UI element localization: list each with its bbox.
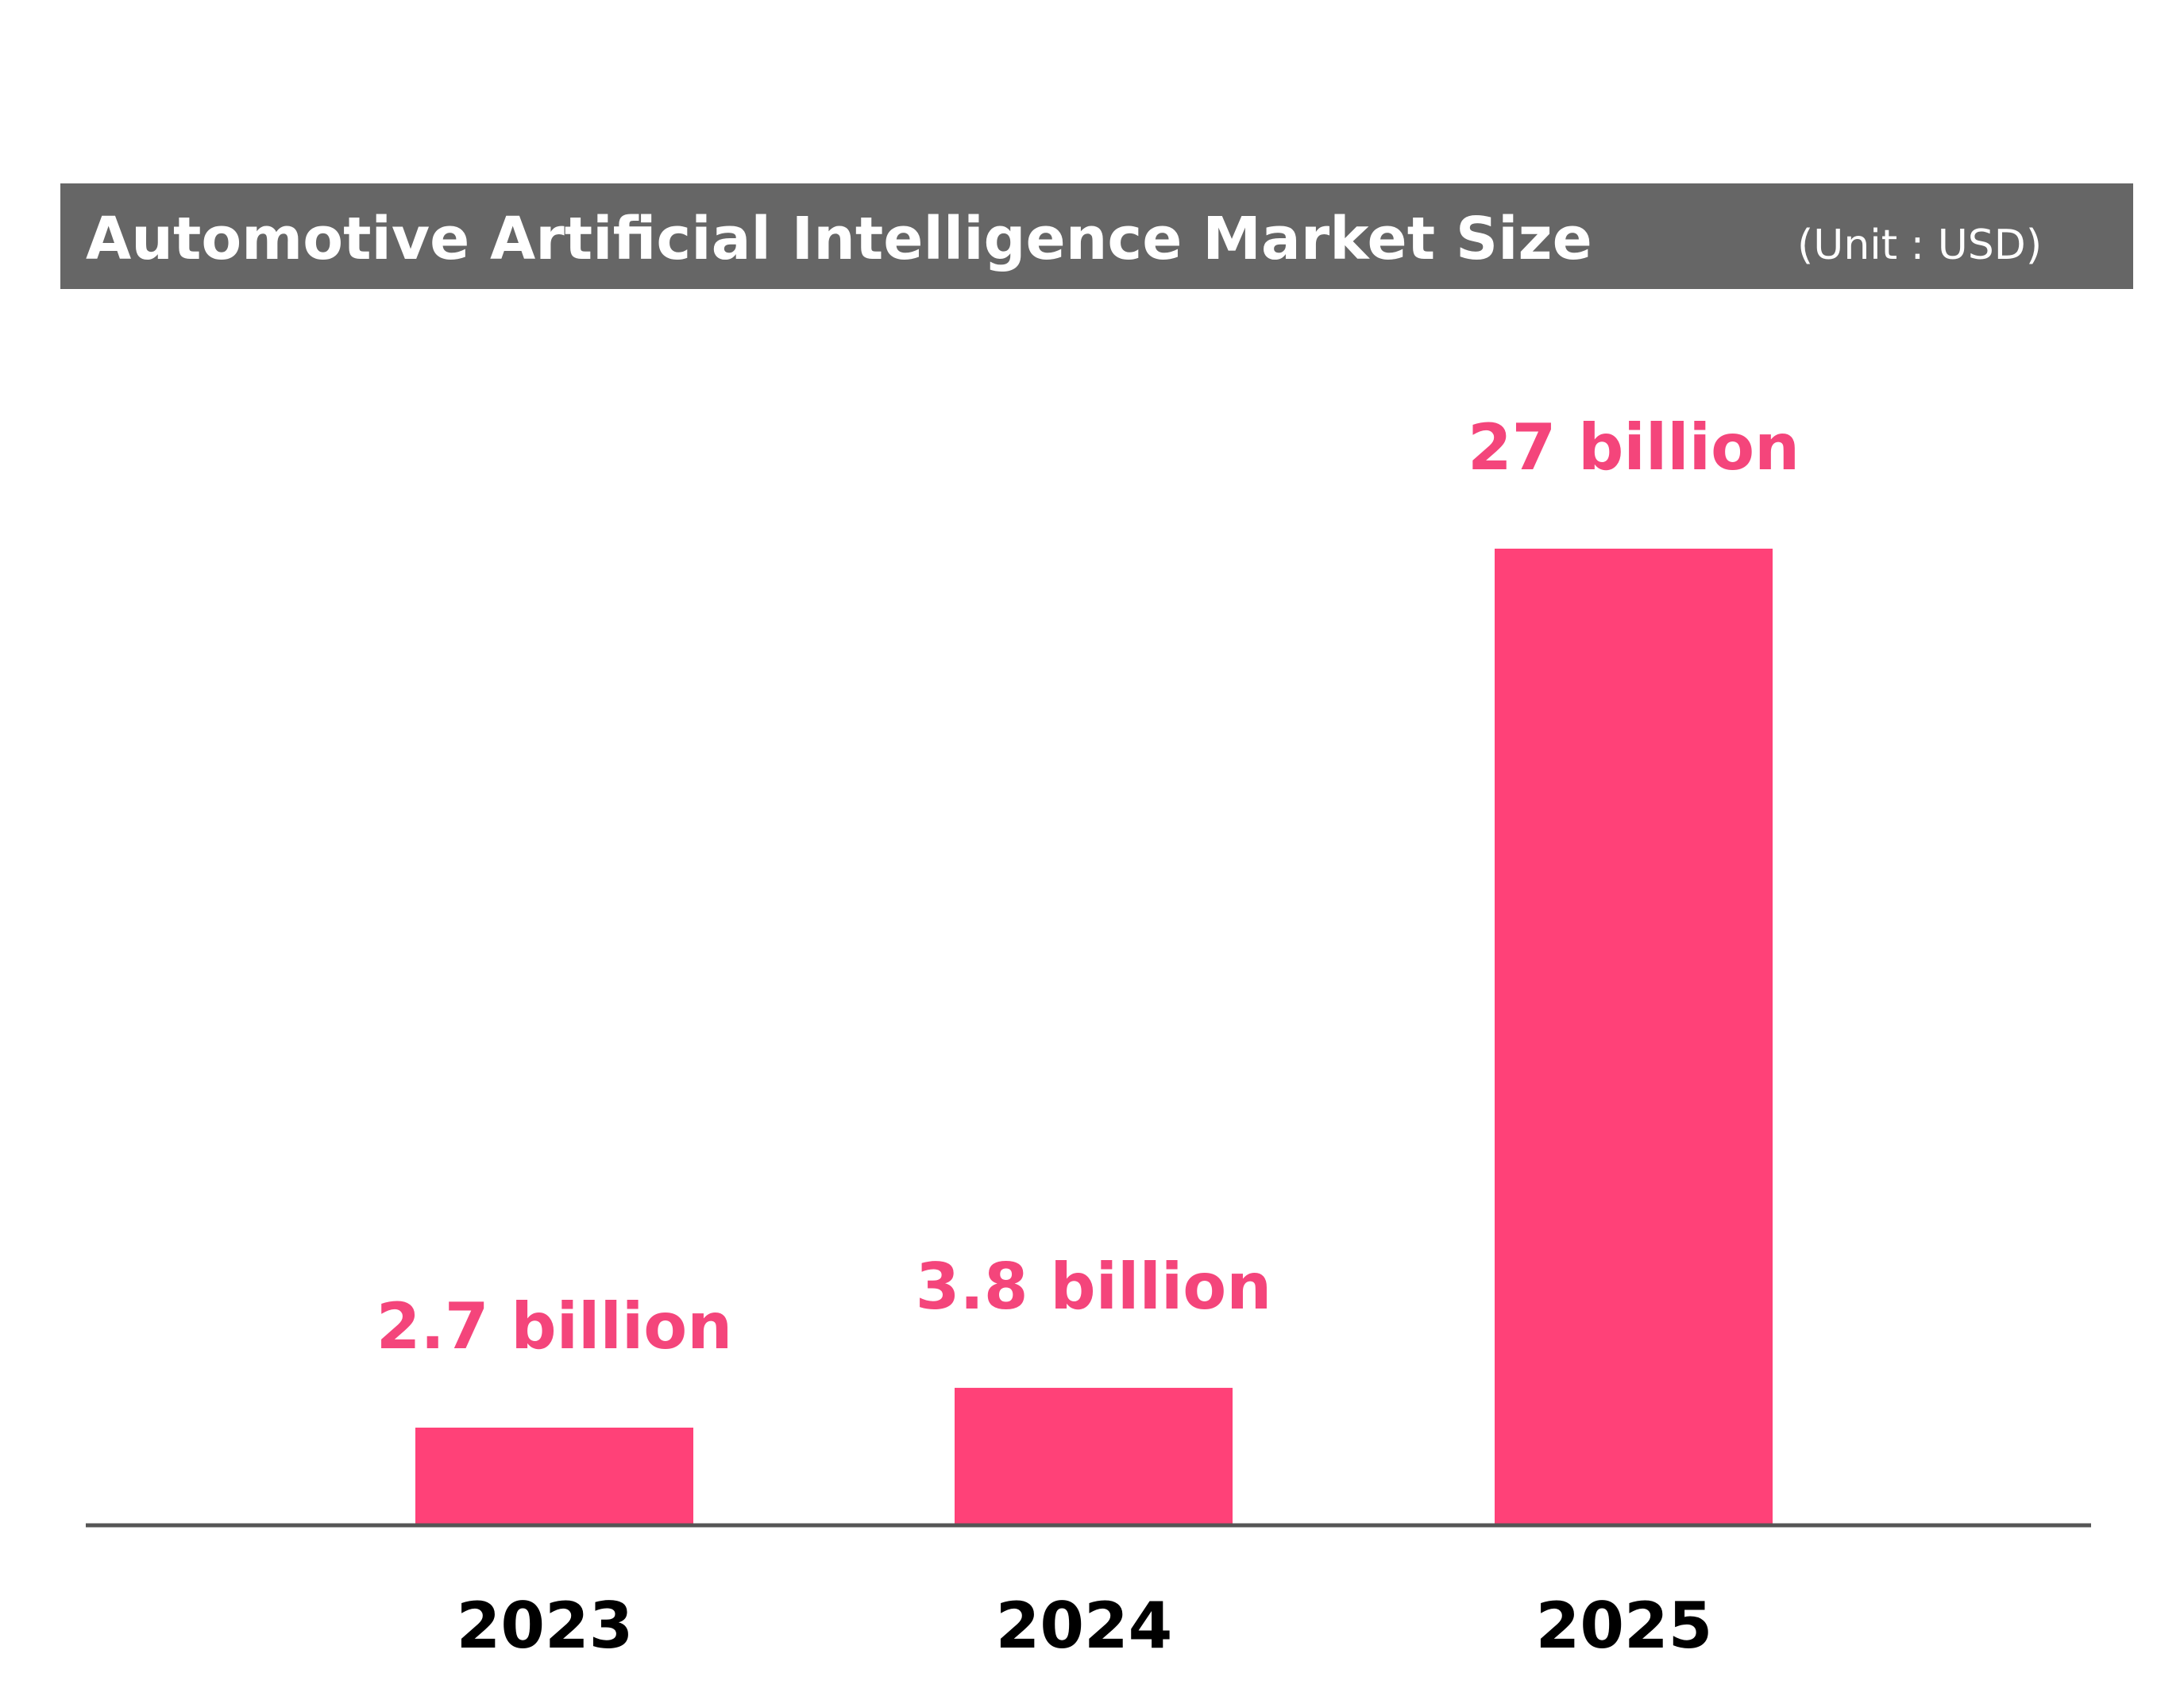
- unit-note: (Unit : USD): [1797, 222, 2042, 269]
- bars-layer: [415, 549, 1773, 1525]
- bar-2024: [955, 1387, 1233, 1525]
- data-labels-layer: 2.7 billion 3.8 billion 27 billion: [376, 411, 1800, 1363]
- title-bar: [60, 183, 2133, 289]
- bar-2025: [1495, 549, 1773, 1525]
- x-tick-label-2024: 2024: [996, 1589, 1173, 1663]
- chart-title: Automotive Artificial Intelligence Marke…: [86, 205, 1592, 273]
- data-label-2023: 2.7 billion: [376, 1289, 732, 1363]
- data-label-2024: 3.8 billion: [916, 1250, 1271, 1324]
- x-tick-labels-layer: 2023 2024 2025: [457, 1589, 1713, 1663]
- x-tick-label-2025: 2025: [1536, 1589, 1713, 1663]
- data-label-2025: 27 billion: [1468, 411, 1800, 484]
- x-tick-label-2023: 2023: [457, 1589, 634, 1663]
- bar-2023: [415, 1428, 693, 1525]
